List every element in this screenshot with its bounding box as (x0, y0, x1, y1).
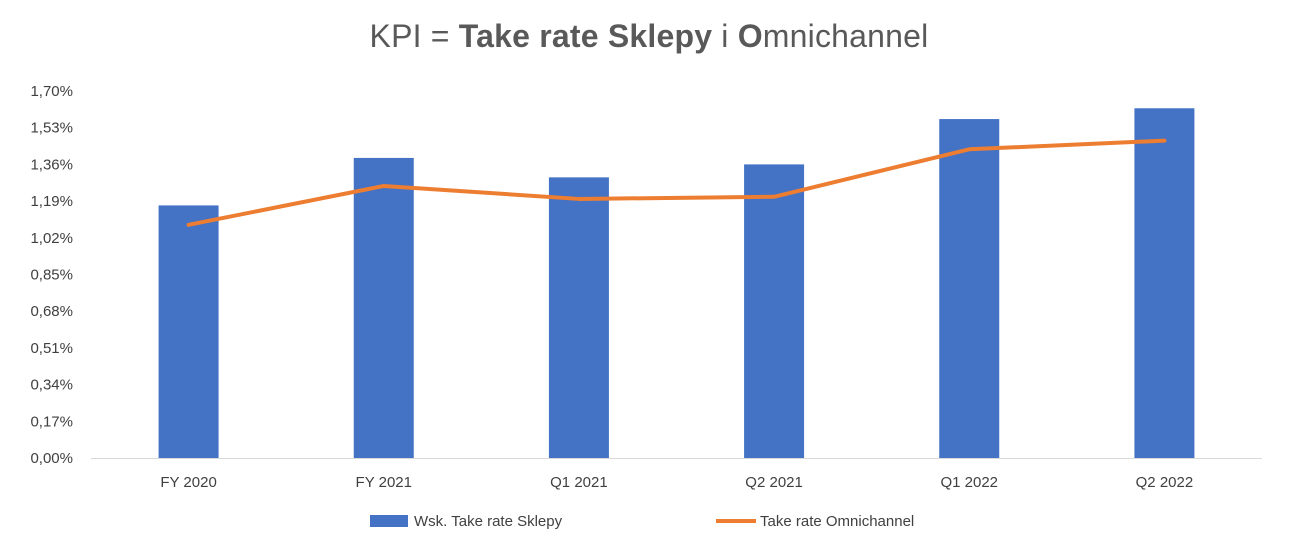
omnichannel-line (186, 138, 1167, 227)
y-axis: 0,00% 0,17% 0,34% 0,51% 0,68% 0,85% 1,02% 1,19%… (30, 83, 73, 467)
y-tick-label: 1,53% (30, 120, 73, 137)
bar (744, 164, 805, 458)
y-tick-label: 0,51% (30, 340, 73, 357)
chart-title: KPI = Take rate Sklepy i Omnichannel (0, 18, 1298, 55)
bar (548, 177, 609, 458)
y-tick-label: 1,02% (30, 230, 73, 247)
bar (353, 157, 414, 458)
line-series (186, 138, 1167, 227)
chart-title-part: mnichannel (762, 18, 929, 54)
y-tick-label: 1,19% (30, 193, 73, 210)
y-tick-label: 0,34% (30, 377, 73, 394)
y-tick-label: 0,17% (30, 413, 73, 430)
chart-title-part: KPI = (369, 18, 459, 54)
x-tick-label: Q1 2021 (550, 474, 608, 491)
legend-label-bar: Wsk. Take rate Sklepy (414, 513, 563, 530)
x-axis: FY 2020 FY 2021 Q1 2021 Q2 2021 Q1 2022 Q2 20… (91, 458, 1262, 491)
legend-label-line: Take rate Omnichannel (760, 513, 914, 530)
y-tick-label: 0,68% (30, 303, 73, 320)
x-tick-label: Q2 2021 (745, 474, 803, 491)
x-tick-label: FY 2020 (160, 474, 216, 491)
bar (1134, 108, 1195, 458)
x-tick-label: FY 2021 (356, 474, 412, 491)
y-tick-label: 1,70% (30, 83, 73, 100)
bar-series (158, 108, 1195, 459)
chart-title-part: Take rate Sklepy (458, 18, 713, 54)
y-tick-label: 0,00% (30, 450, 73, 467)
chart-title-part: O (737, 18, 763, 54)
y-tick-label: 0,85% (30, 267, 73, 284)
y-tick-label: 1,36% (30, 156, 73, 173)
bar (939, 119, 1000, 459)
x-tick-label: Q1 2022 (940, 474, 998, 491)
x-tick-label: Q2 2022 (1136, 474, 1194, 491)
bar (158, 205, 219, 458)
chart-title-part: i (712, 18, 738, 54)
legend-swatch-bar (370, 515, 408, 527)
legend: Wsk. Take rate Sklepy Take rate Omnichann… (370, 513, 914, 530)
